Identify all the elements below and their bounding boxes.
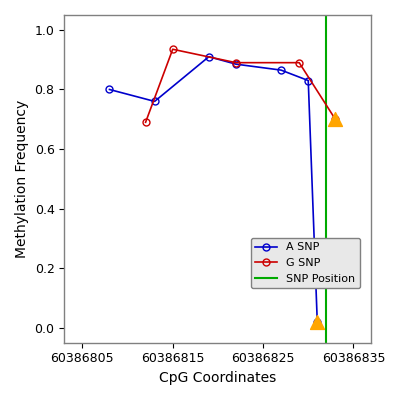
Point	[332, 116, 338, 122]
Y-axis label: Methylation Frequency: Methylation Frequency	[15, 100, 29, 258]
Point	[314, 319, 320, 325]
Legend: A SNP, G SNP, SNP Position: A SNP, G SNP, SNP Position	[251, 238, 360, 288]
X-axis label: CpG Coordinates: CpG Coordinates	[159, 371, 276, 385]
